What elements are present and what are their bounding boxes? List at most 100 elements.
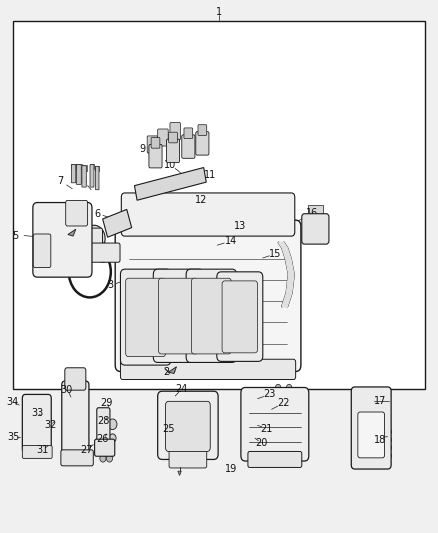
Text: 34: 34 <box>6 397 18 407</box>
FancyBboxPatch shape <box>120 269 171 365</box>
Bar <box>81 165 87 171</box>
Text: 17: 17 <box>374 396 386 406</box>
Ellipse shape <box>205 203 229 218</box>
Text: 16: 16 <box>306 208 318 218</box>
Circle shape <box>83 225 105 252</box>
Text: 35: 35 <box>7 432 19 442</box>
Text: 2: 2 <box>163 367 170 377</box>
FancyBboxPatch shape <box>121 193 295 236</box>
Circle shape <box>99 247 107 258</box>
Circle shape <box>189 326 203 343</box>
Circle shape <box>60 231 69 242</box>
Bar <box>90 164 94 169</box>
FancyBboxPatch shape <box>95 439 115 456</box>
Bar <box>13 21 425 389</box>
FancyBboxPatch shape <box>115 220 301 372</box>
Polygon shape <box>178 471 181 475</box>
Text: 19: 19 <box>225 464 237 474</box>
Text: 2: 2 <box>33 228 39 237</box>
Polygon shape <box>134 167 206 200</box>
Text: 15: 15 <box>269 249 281 259</box>
Circle shape <box>71 413 80 423</box>
Text: 7: 7 <box>57 176 64 186</box>
FancyBboxPatch shape <box>169 132 177 143</box>
Circle shape <box>387 437 392 442</box>
Circle shape <box>219 225 228 236</box>
FancyBboxPatch shape <box>153 269 204 362</box>
Circle shape <box>106 455 113 462</box>
FancyBboxPatch shape <box>84 228 102 255</box>
Text: 11: 11 <box>204 170 216 180</box>
Text: 9: 9 <box>139 144 145 154</box>
FancyBboxPatch shape <box>222 281 258 353</box>
Circle shape <box>72 457 78 464</box>
FancyBboxPatch shape <box>61 450 93 466</box>
FancyBboxPatch shape <box>149 144 162 168</box>
Circle shape <box>95 243 111 262</box>
Text: 26: 26 <box>97 434 109 444</box>
Bar <box>308 205 323 219</box>
FancyBboxPatch shape <box>170 123 180 140</box>
FancyBboxPatch shape <box>82 166 86 187</box>
Text: 8: 8 <box>80 176 86 186</box>
Text: 5: 5 <box>12 231 18 240</box>
FancyBboxPatch shape <box>33 234 51 268</box>
FancyBboxPatch shape <box>358 412 385 458</box>
FancyBboxPatch shape <box>126 278 166 357</box>
FancyBboxPatch shape <box>169 450 207 468</box>
Bar <box>71 164 76 169</box>
FancyBboxPatch shape <box>66 200 88 226</box>
Circle shape <box>387 429 392 434</box>
FancyBboxPatch shape <box>302 214 329 244</box>
Circle shape <box>196 172 203 181</box>
FancyBboxPatch shape <box>65 368 86 390</box>
Circle shape <box>212 237 221 248</box>
Bar <box>95 166 99 171</box>
Text: 4: 4 <box>42 267 48 277</box>
Text: 21: 21 <box>260 424 272 433</box>
Circle shape <box>155 326 169 343</box>
Polygon shape <box>68 229 76 236</box>
Ellipse shape <box>166 203 189 218</box>
Circle shape <box>143 186 150 195</box>
Text: 23: 23 <box>263 390 276 399</box>
Circle shape <box>170 179 177 187</box>
Circle shape <box>188 199 195 208</box>
FancyBboxPatch shape <box>182 135 195 158</box>
Polygon shape <box>279 243 294 306</box>
FancyBboxPatch shape <box>241 387 309 461</box>
Circle shape <box>109 434 116 442</box>
Text: 33: 33 <box>32 408 44 417</box>
Circle shape <box>286 384 292 391</box>
Text: 22: 22 <box>278 398 290 408</box>
Circle shape <box>184 175 191 183</box>
FancyBboxPatch shape <box>158 129 168 146</box>
FancyBboxPatch shape <box>33 203 92 277</box>
Circle shape <box>32 422 42 435</box>
Text: 13: 13 <box>234 221 246 231</box>
Circle shape <box>29 450 35 458</box>
Text: 1: 1 <box>216 7 222 17</box>
FancyBboxPatch shape <box>196 132 209 155</box>
FancyBboxPatch shape <box>158 391 218 459</box>
Circle shape <box>190 201 194 206</box>
Circle shape <box>108 419 117 430</box>
FancyBboxPatch shape <box>159 278 198 354</box>
Circle shape <box>276 384 281 391</box>
FancyBboxPatch shape <box>95 166 99 190</box>
Ellipse shape <box>171 206 184 215</box>
Text: 28: 28 <box>97 416 110 426</box>
Circle shape <box>387 445 392 450</box>
FancyBboxPatch shape <box>186 269 237 362</box>
FancyBboxPatch shape <box>217 272 263 361</box>
FancyBboxPatch shape <box>97 408 110 447</box>
Circle shape <box>222 325 236 342</box>
FancyBboxPatch shape <box>62 381 89 458</box>
Circle shape <box>54 223 76 250</box>
Ellipse shape <box>126 203 150 218</box>
Text: 12: 12 <box>195 195 208 205</box>
Text: 3: 3 <box>108 280 114 289</box>
Text: 31: 31 <box>36 445 48 455</box>
Circle shape <box>47 215 82 258</box>
FancyBboxPatch shape <box>71 165 76 183</box>
